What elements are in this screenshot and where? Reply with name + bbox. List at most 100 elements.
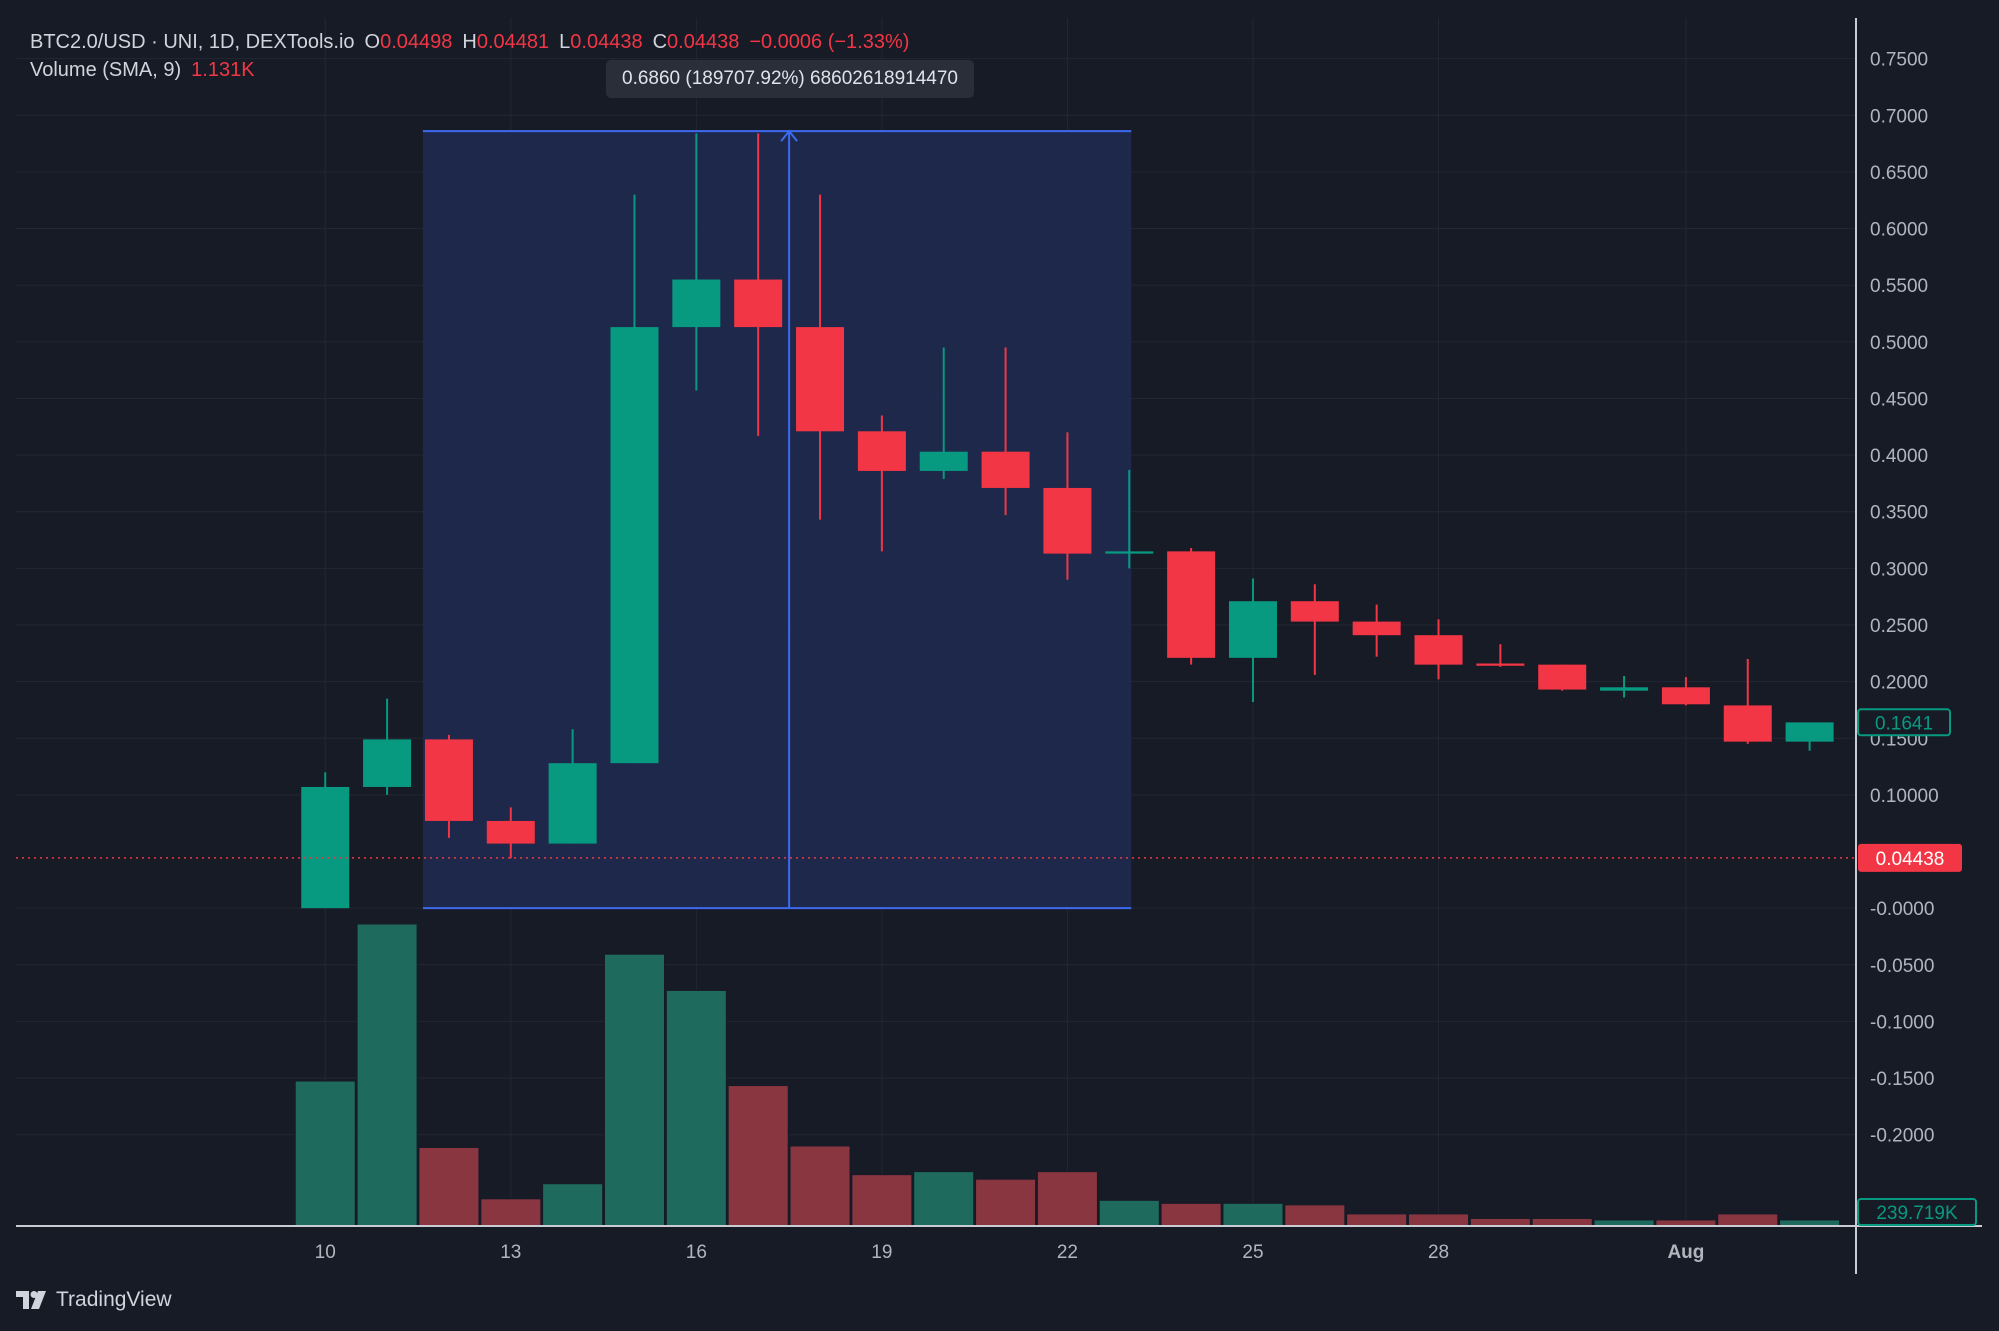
price-tick-label-16: -0.1000 [1870, 1012, 1934, 1033]
candle-body-20[interactable] [919, 451, 968, 471]
price-tick-label-17: -0.1500 [1870, 1069, 1934, 1090]
legend-ohlc-low-value: 0.04438 [570, 31, 643, 53]
price-tick-label-11: 0.2000 [1870, 673, 1928, 694]
measure-range-box[interactable] [422, 131, 1132, 909]
price-tick-label-13: 0.10000 [1870, 786, 1939, 807]
volume-bar-30[interactable] [1531, 1217, 1593, 1227]
candle-body-26[interactable] [1290, 601, 1339, 622]
candle-body-31[interactable] [1600, 687, 1649, 691]
legend-ohlc-high-label: H [462, 31, 477, 53]
volume-bar-12[interactable] [418, 1146, 480, 1227]
volume-bar-28[interactable] [1408, 1213, 1470, 1227]
price-tick-label-9: 0.3000 [1870, 559, 1928, 580]
volume-bar-23[interactable] [1098, 1199, 1160, 1227]
time-tick-label-10: 10 [315, 1242, 336, 1263]
price-tick-label-1: 0.7000 [1870, 106, 1928, 127]
volume-bar-14[interactable] [542, 1183, 604, 1227]
candle-body-21[interactable] [981, 451, 1030, 488]
legend-ohlc-open-label: O [364, 31, 381, 53]
chart-legend: BTC2.0/USD · UNI, 1D, DEXTools.io O0.0449… [30, 28, 909, 84]
volume-tag [1857, 1198, 1977, 1226]
volume-bar-20[interactable] [913, 1171, 975, 1227]
price-tick-label-10: 0.2500 [1870, 616, 1928, 637]
candle-body-23[interactable] [1105, 551, 1154, 554]
volume-bar-21[interactable] [975, 1178, 1037, 1227]
volume-bar-11[interactable] [356, 923, 418, 1227]
candle-body-30[interactable] [1538, 664, 1587, 690]
volume-bar-17[interactable] [727, 1085, 789, 1227]
legend-row-symbol: BTC2.0/USD · UNI, 1D, DEXTools.io O0.0449… [30, 28, 909, 56]
volume-bar-33[interactable] [1717, 1213, 1779, 1227]
price-tick-label-7: 0.4000 [1870, 446, 1928, 467]
volume-bar-15[interactable] [603, 953, 665, 1227]
volume-bar-25[interactable] [1222, 1202, 1284, 1227]
volume-bar-10[interactable] [294, 1080, 356, 1227]
time-tick-label-28: 28 [1428, 1242, 1449, 1263]
legend-volume-label[interactable]: Volume (SMA, 9) [30, 59, 182, 81]
legend-volume-value: 1.131K [191, 59, 255, 81]
candle-body-22[interactable] [1043, 487, 1092, 554]
price-tick-label-4: 0.5500 [1870, 276, 1928, 297]
candle-body-32[interactable] [1661, 687, 1710, 705]
candle-body-17[interactable] [734, 279, 783, 328]
volume-bar-29[interactable] [1469, 1217, 1531, 1227]
measure-tooltip: 0.6860 (189707.92%) 68602618914470 [606, 60, 974, 98]
candle-body-13[interactable] [486, 820, 535, 844]
price-tick-label-3: 0.6000 [1870, 220, 1928, 241]
time-tick-label-Aug: Aug [1667, 1242, 1704, 1263]
candle-body-12[interactable] [424, 739, 473, 821]
candle-body-19[interactable] [857, 431, 906, 471]
price-tick-label-15: -0.0500 [1870, 956, 1934, 977]
legend-ohlc-open-value: 0.04498 [380, 31, 453, 53]
price-tick-label-6: 0.4500 [1870, 389, 1928, 410]
price-tick-label-5: 0.5000 [1870, 333, 1928, 354]
legend-ohlc-high-value: 0.04481 [476, 31, 550, 53]
candle-body-29[interactable] [1476, 663, 1525, 666]
candle-body-10[interactable] [301, 786, 350, 909]
time-tick-label-16: 16 [686, 1242, 707, 1263]
legend-ohlc-close-label: C [652, 31, 668, 53]
legend-symbol[interactable]: BTC2.0/USD · UNI, 1D, DEXTools.io [30, 31, 355, 53]
legend-row-volume: Volume (SMA, 9) 1.131K [30, 56, 909, 84]
volume-bar-19[interactable] [851, 1174, 913, 1227]
last-price-tag-label: 0.1641 [1875, 713, 1933, 734]
candle-body-14[interactable] [548, 763, 597, 844]
candle-body-15[interactable] [610, 327, 659, 764]
tradingview-brand[interactable]: TradingView [16, 1288, 172, 1312]
candle-body-27[interactable] [1352, 621, 1401, 636]
legend-ohlc-low-label: L [559, 31, 571, 53]
price-tick-label-8: 0.3500 [1870, 503, 1928, 524]
price-tick-label-18: -0.2000 [1870, 1126, 1934, 1147]
candle-body-28[interactable] [1414, 635, 1463, 665]
legend-ohlc-close-value: 0.04438 [667, 31, 740, 53]
time-tick-label-25: 25 [1242, 1242, 1263, 1263]
candle-body-11[interactable] [363, 739, 412, 787]
volume-bar-16[interactable] [665, 989, 727, 1227]
volume-tag-label: 239.719K [1876, 1203, 1958, 1224]
current-price-tag [1858, 843, 1962, 872]
measure-arrow-head-icon [780, 129, 798, 142]
volume-bar-27[interactable] [1346, 1213, 1408, 1227]
volume-bar-24[interactable] [1160, 1202, 1222, 1227]
volume-bar-26[interactable] [1284, 1204, 1346, 1227]
tradingview-logo-icon [16, 1291, 46, 1309]
time-tick-label-13: 13 [500, 1242, 521, 1263]
volume-bar-13[interactable] [480, 1198, 542, 1227]
candle-body-16[interactable] [672, 279, 721, 328]
price-tick-label-0: 0.7500 [1870, 50, 1928, 71]
price-tick-label-2: 0.6500 [1870, 163, 1928, 184]
time-tick-label-22: 22 [1057, 1242, 1078, 1263]
candle-body-34[interactable] [1785, 722, 1834, 742]
candle-body-18[interactable] [796, 327, 845, 432]
time-tick-label-19: 19 [871, 1242, 892, 1263]
price-tick-label-14: -0.0000 [1870, 899, 1934, 920]
volume-bar-18[interactable] [789, 1145, 851, 1227]
current-price-tag-label: 0.04438 [1876, 849, 1945, 870]
legend-change: −0.0006 (−1.33%) [749, 31, 910, 53]
brand-name: TradingView [56, 1288, 172, 1311]
volume-bar-22[interactable] [1036, 1171, 1098, 1227]
candle-body-33[interactable] [1723, 705, 1772, 742]
candle-body-24[interactable] [1167, 551, 1216, 658]
candle-body-25[interactable] [1228, 601, 1277, 658]
